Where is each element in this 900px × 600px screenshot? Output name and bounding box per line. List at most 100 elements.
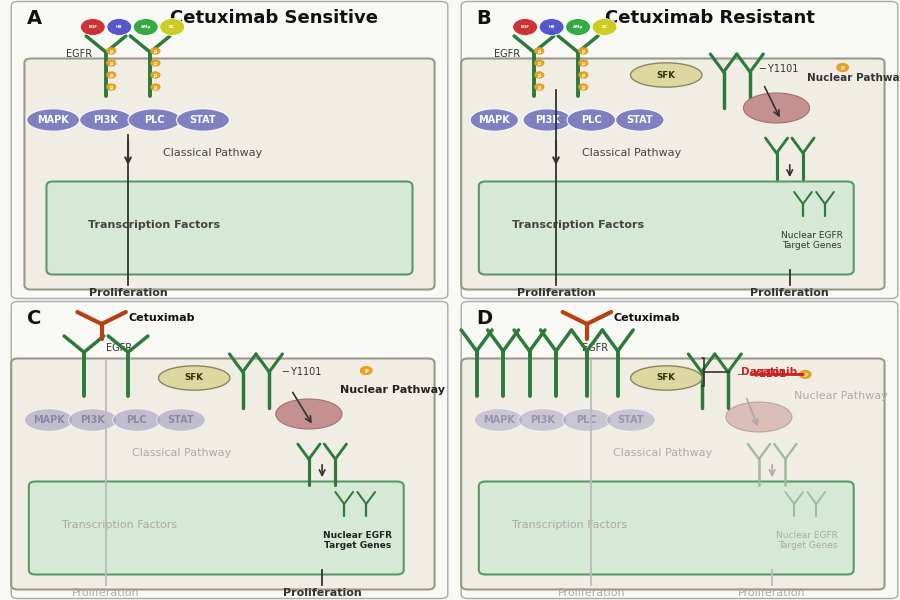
Ellipse shape <box>523 109 572 131</box>
Text: EGF: EGF <box>88 25 97 29</box>
Text: p: p <box>803 372 807 377</box>
Circle shape <box>107 72 116 78</box>
Circle shape <box>535 48 544 54</box>
FancyBboxPatch shape <box>479 181 854 275</box>
Text: p: p <box>154 73 157 77</box>
Text: p: p <box>841 65 845 70</box>
Text: PI3K: PI3K <box>535 115 560 125</box>
FancyBboxPatch shape <box>47 181 412 275</box>
Circle shape <box>539 19 564 35</box>
Text: EGFR: EGFR <box>582 343 608 353</box>
Ellipse shape <box>607 409 655 431</box>
Ellipse shape <box>631 366 702 390</box>
Text: ─ Y1101: ─ Y1101 <box>759 64 798 74</box>
Ellipse shape <box>27 109 79 131</box>
Text: PI3K: PI3K <box>80 415 105 425</box>
Text: EGFR: EGFR <box>494 49 520 59</box>
Text: PI3K: PI3K <box>94 115 119 125</box>
Text: Proliferation: Proliferation <box>89 287 167 298</box>
Circle shape <box>535 84 544 90</box>
Ellipse shape <box>518 409 567 431</box>
Ellipse shape <box>725 402 792 432</box>
Ellipse shape <box>562 409 611 431</box>
Circle shape <box>513 19 537 35</box>
Circle shape <box>579 48 588 54</box>
Text: Classical Pathway: Classical Pathway <box>582 148 681 158</box>
Text: p: p <box>154 85 157 89</box>
Ellipse shape <box>616 109 664 131</box>
Text: Proliferation: Proliferation <box>751 287 829 298</box>
Text: Cetuximab: Cetuximab <box>614 313 680 323</box>
Text: AMp: AMp <box>140 25 151 29</box>
Text: D: D <box>477 309 493 328</box>
Text: p: p <box>364 368 368 373</box>
Circle shape <box>592 19 617 35</box>
FancyBboxPatch shape <box>24 58 435 289</box>
Text: EGF: EGF <box>520 25 529 29</box>
Text: p: p <box>537 85 541 89</box>
Text: Proliferation: Proliferation <box>72 587 140 598</box>
Circle shape <box>151 48 160 54</box>
Text: p: p <box>581 85 585 89</box>
Text: MAPK: MAPK <box>32 415 65 425</box>
Text: Proliferation: Proliferation <box>517 287 596 298</box>
Text: p: p <box>537 73 541 77</box>
Text: STAT: STAT <box>190 115 216 125</box>
Text: p: p <box>581 73 585 77</box>
Text: Classical Pathway: Classical Pathway <box>164 148 263 158</box>
FancyBboxPatch shape <box>479 481 854 575</box>
Ellipse shape <box>128 109 181 131</box>
Text: p: p <box>581 49 585 53</box>
Circle shape <box>837 64 849 71</box>
Text: Transcription Factors: Transcription Factors <box>512 520 627 530</box>
Text: Cetuximab Resistant: Cetuximab Resistant <box>606 9 815 27</box>
Circle shape <box>566 19 590 35</box>
Text: AMp: AMp <box>573 25 583 29</box>
Text: EGFR: EGFR <box>106 343 132 353</box>
Circle shape <box>80 19 105 35</box>
Text: p: p <box>537 49 541 53</box>
Circle shape <box>160 19 184 35</box>
Circle shape <box>151 60 160 66</box>
Ellipse shape <box>743 93 810 123</box>
Text: Nuclear EGFR
Target Genes: Nuclear EGFR Target Genes <box>781 231 842 250</box>
FancyBboxPatch shape <box>461 301 898 599</box>
Text: Y1101: Y1101 <box>752 370 787 379</box>
Text: Transcription Factors: Transcription Factors <box>512 220 644 230</box>
Text: p: p <box>110 85 113 89</box>
Text: Transcription Factors: Transcription Factors <box>88 220 220 230</box>
Text: STAT: STAT <box>626 115 653 125</box>
FancyBboxPatch shape <box>461 1 898 298</box>
Circle shape <box>133 19 158 35</box>
Text: MAPK: MAPK <box>482 415 515 425</box>
Text: PLC: PLC <box>581 115 601 125</box>
Text: PLC: PLC <box>577 415 598 425</box>
Text: A: A <box>27 9 41 28</box>
Text: C: C <box>27 309 41 328</box>
Ellipse shape <box>79 109 132 131</box>
Text: HB: HB <box>548 25 555 29</box>
Text: PLC: PLC <box>144 115 165 125</box>
Text: Proliferation: Proliferation <box>557 587 626 598</box>
Text: STAT: STAT <box>617 415 644 425</box>
Text: ─: ─ <box>737 370 746 380</box>
Circle shape <box>107 84 116 90</box>
Text: Cetuximab: Cetuximab <box>128 313 194 323</box>
Text: Nuclear Pathway: Nuclear Pathway <box>340 385 445 395</box>
Circle shape <box>107 60 116 66</box>
Ellipse shape <box>567 109 616 131</box>
Text: HB: HB <box>116 25 122 29</box>
FancyBboxPatch shape <box>11 301 448 599</box>
Circle shape <box>151 72 160 78</box>
Ellipse shape <box>176 109 230 131</box>
Text: B: B <box>477 9 491 28</box>
Ellipse shape <box>470 109 518 131</box>
Ellipse shape <box>24 409 73 431</box>
Text: Transcription Factors: Transcription Factors <box>62 520 177 530</box>
Ellipse shape <box>631 63 702 87</box>
Circle shape <box>151 84 160 90</box>
FancyBboxPatch shape <box>461 58 885 289</box>
Text: ─ Y1101: ─ Y1101 <box>283 367 322 377</box>
Text: MAPK: MAPK <box>479 115 510 125</box>
Text: Nuclear Pathway: Nuclear Pathway <box>807 73 900 83</box>
